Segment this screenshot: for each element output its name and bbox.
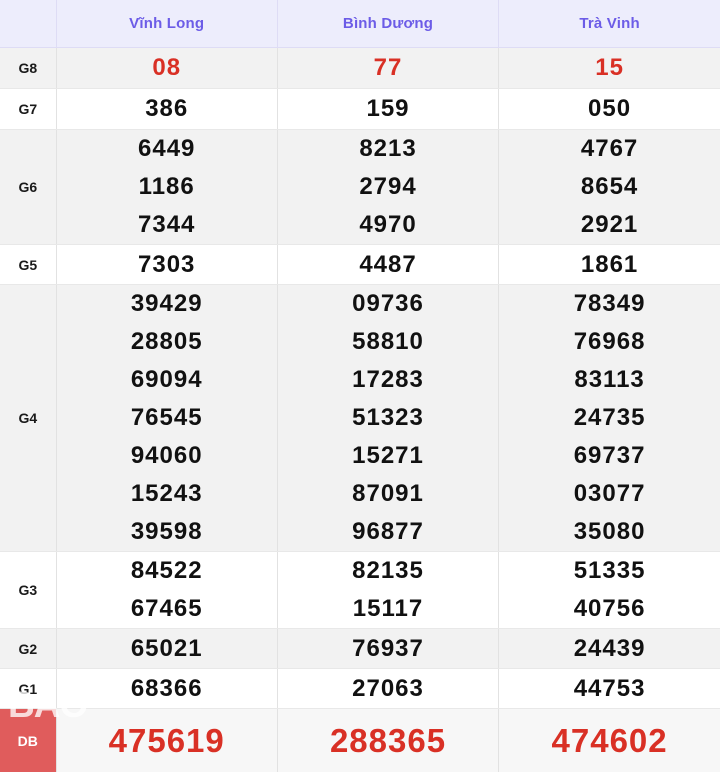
prize-label: G4	[0, 285, 56, 552]
prize-value: 69737	[499, 437, 720, 475]
prize-value: 4767	[499, 130, 720, 169]
table-row: 7344 4970 2921	[0, 206, 720, 245]
prize-value: 65021	[56, 629, 277, 669]
table-row: 15243 87091 03077	[0, 475, 720, 513]
prize-value: 69094	[56, 361, 277, 399]
prize-value: 76968	[499, 323, 720, 361]
table-row: G2 65021 76937 24439	[0, 629, 720, 669]
table-row: 67465 15117 40756	[0, 590, 720, 629]
table-row: G4 39429 09736 78349	[0, 285, 720, 324]
special-prize-row: DB 475619 288365 474602	[0, 709, 720, 772]
special-prize-value: 474602	[499, 709, 720, 772]
table-row: G5 7303 4487 1861	[0, 245, 720, 285]
table-row: G7 386 159 050	[0, 89, 720, 130]
prize-value: 27063	[277, 669, 498, 709]
prize-value: 050	[499, 89, 720, 130]
prize-value: 4970	[277, 206, 498, 245]
header-corner-cell	[0, 0, 56, 48]
prize-value: 8654	[499, 168, 720, 206]
column-header-province-3[interactable]: Trà Vinh	[499, 0, 720, 48]
prize-value: 08	[56, 48, 277, 89]
prize-value: 35080	[499, 513, 720, 552]
prize-value: 15	[499, 48, 720, 89]
prize-value: 77	[277, 48, 498, 89]
table-row: 1186 2794 8654	[0, 168, 720, 206]
table-row: 28805 58810 76968	[0, 323, 720, 361]
special-prize-value: 475619	[56, 709, 277, 772]
prize-value: 386	[56, 89, 277, 130]
prize-label: G5	[0, 245, 56, 285]
prize-value: 28805	[56, 323, 277, 361]
prize-label: G2	[0, 629, 56, 669]
prize-value: 2921	[499, 206, 720, 245]
prize-value: 159	[277, 89, 498, 130]
prize-label: G8	[0, 48, 56, 89]
prize-value: 84522	[56, 552, 277, 591]
prize-value: 76545	[56, 399, 277, 437]
prize-label: G3	[0, 552, 56, 629]
prize-value: 8213	[277, 130, 498, 169]
column-header-province-2[interactable]: Bình Dương	[277, 0, 498, 48]
prize-value: 94060	[56, 437, 277, 475]
prize-value: 83113	[499, 361, 720, 399]
prize-value: 68366	[56, 669, 277, 709]
prize-value: 1186	[56, 168, 277, 206]
prize-value: 15243	[56, 475, 277, 513]
prize-value: 40756	[499, 590, 720, 629]
prize-value: 67465	[56, 590, 277, 629]
prize-value: 51335	[499, 552, 720, 591]
prize-label: G1	[0, 669, 56, 709]
column-header-province-1[interactable]: Vĩnh Long	[56, 0, 277, 48]
prize-value: 1861	[499, 245, 720, 285]
prize-value: 76937	[277, 629, 498, 669]
prize-value: 78349	[499, 285, 720, 324]
prize-value: 4487	[277, 245, 498, 285]
prize-value: 17283	[277, 361, 498, 399]
prize-value: 51323	[277, 399, 498, 437]
table-row: 39598 96877 35080	[0, 513, 720, 552]
prize-value: 24439	[499, 629, 720, 669]
prize-value: 96877	[277, 513, 498, 552]
special-prize-value: 288365	[277, 709, 498, 772]
prize-value: 09736	[277, 285, 498, 324]
prize-value: 39598	[56, 513, 277, 552]
table-row: 94060 15271 69737	[0, 437, 720, 475]
prize-label: G6	[0, 130, 56, 245]
table-header-row: Vĩnh Long Bình Dương Trà Vinh	[0, 0, 720, 48]
prize-value: 15271	[277, 437, 498, 475]
prize-value: 58810	[277, 323, 498, 361]
table-row: G1 68366 27063 44753	[0, 669, 720, 709]
prize-value: 87091	[277, 475, 498, 513]
table-row: G3 84522 82135 51335	[0, 552, 720, 591]
prize-value: 24735	[499, 399, 720, 437]
prize-label: G7	[0, 89, 56, 130]
lottery-result-panel: Vĩnh Long Bình Dương Trà Vinh G8 08 77 1…	[0, 0, 720, 729]
table-row: 76545 51323 24735	[0, 399, 720, 437]
special-prize-label: DB	[0, 709, 56, 772]
prize-value: 44753	[499, 669, 720, 709]
table-row: G6 6449 8213 4767	[0, 130, 720, 169]
prize-value: 82135	[277, 552, 498, 591]
prize-value: 6449	[56, 130, 277, 169]
table-row: G8 08 77 15	[0, 48, 720, 89]
prize-value: 2794	[277, 168, 498, 206]
table-row: 69094 17283 83113	[0, 361, 720, 399]
prize-value: 03077	[499, 475, 720, 513]
prize-value: 39429	[56, 285, 277, 324]
prize-value: 7303	[56, 245, 277, 285]
prize-value: 15117	[277, 590, 498, 629]
prize-value: 7344	[56, 206, 277, 245]
